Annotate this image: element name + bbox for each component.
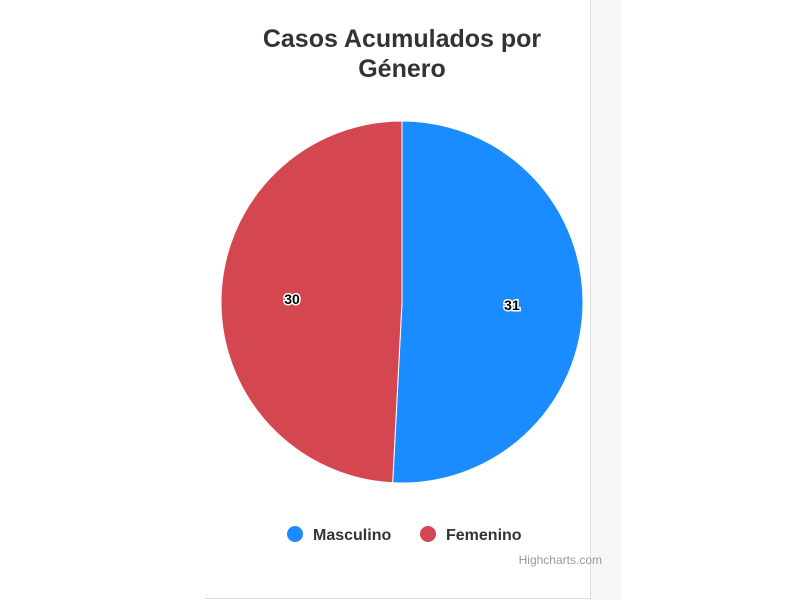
data-label: 30 [284, 291, 300, 307]
data-label: 31 [504, 297, 520, 313]
legend-label[interactable]: Masculino [313, 527, 391, 544]
chart-title: Casos Acumulados por Género [262, 25, 542, 83]
pie-slice [220, 120, 403, 484]
legend-label[interactable]: Femenino [446, 527, 522, 544]
credits[interactable]: Highcharts.com [519, 553, 602, 567]
pie-slice [392, 120, 584, 484]
legend-symbol[interactable] [420, 526, 436, 542]
legend-symbol[interactable] [287, 526, 303, 542]
